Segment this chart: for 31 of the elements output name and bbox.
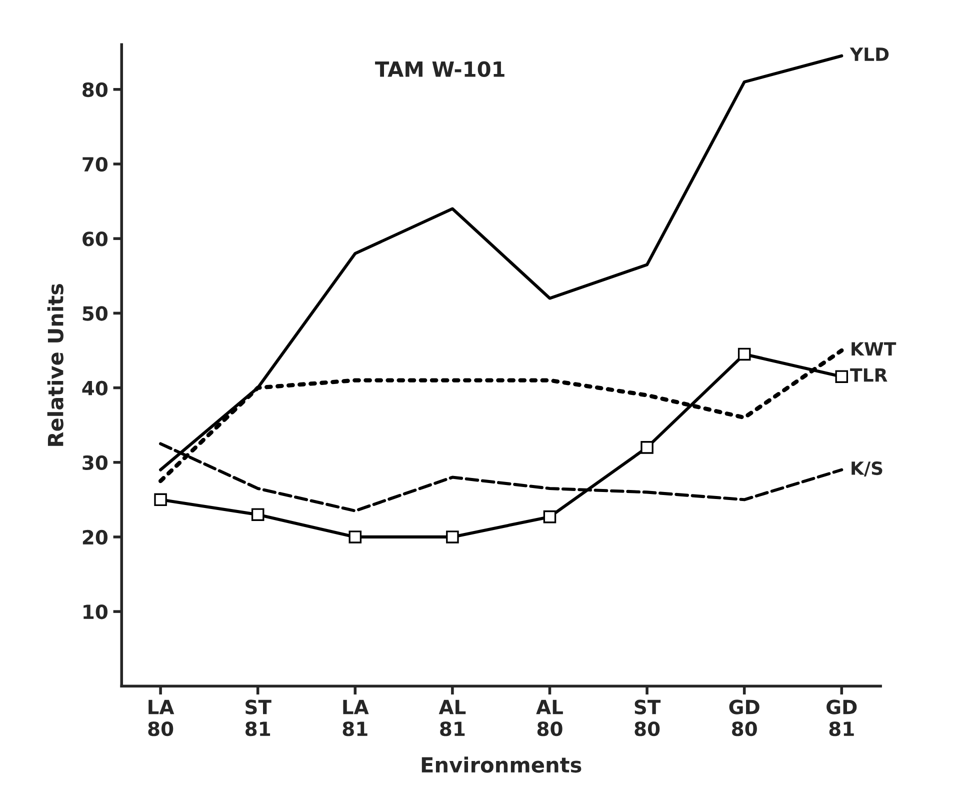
point <box>251 508 264 521</box>
point <box>640 441 654 454</box>
y-tick-label: 10 <box>84 604 108 620</box>
x-tick-label: AL 80 <box>536 700 563 736</box>
x-tick-label: ST 81 <box>246 700 272 736</box>
y-tick-label: 30 <box>82 455 108 470</box>
series-label: KWT <box>852 342 896 356</box>
x-tick-label: GD 81 <box>826 700 857 736</box>
point <box>738 348 751 361</box>
series-label: K/S <box>852 461 882 476</box>
x-tick-label: GD 80 <box>729 700 760 736</box>
x-tick-label: AL 81 <box>438 700 466 736</box>
x-tick-label: LA 81 <box>342 700 369 736</box>
series-label: YLD <box>850 48 889 61</box>
point <box>348 530 362 544</box>
point <box>154 493 167 506</box>
x-tick-label: ST 80 <box>634 700 661 736</box>
point <box>543 510 556 524</box>
series-label: TLR <box>850 368 888 382</box>
y-tick-label: 20 <box>82 530 108 545</box>
y-tick-label: 70 <box>82 156 108 172</box>
y-tick-label: 40 <box>82 380 108 396</box>
y-axis-title: Relative Units <box>47 284 64 446</box>
x-axis-title: Environments <box>422 756 582 773</box>
y-tick-label: 60 <box>82 232 108 246</box>
point <box>835 370 848 383</box>
y-tick-label: 80 <box>82 82 108 98</box>
x-tick-label: LA 80 <box>148 700 174 736</box>
y-tick-label: 50 <box>82 306 108 321</box>
point <box>446 530 459 544</box>
text: TAM W-101 <box>375 61 504 78</box>
